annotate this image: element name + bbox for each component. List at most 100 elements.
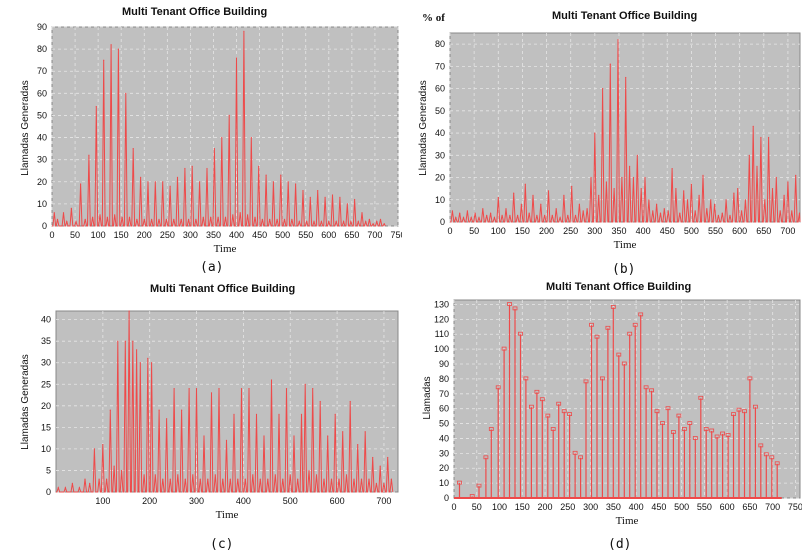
x-tick-label: 600 (720, 502, 735, 512)
y-axis-label: Llamadas Generadas (20, 80, 31, 176)
bar-cap (556, 401, 562, 406)
data-point (217, 216, 219, 218)
bar-cap (529, 404, 534, 409)
x-tick-label: 650 (344, 230, 359, 240)
data-point (791, 210, 793, 212)
data-point (505, 208, 507, 210)
y-tick-label: 80 (435, 39, 445, 49)
chart-panel-a: Multi Tenant Office Building 0 10 20 30 40 50… (0, 0, 402, 278)
y-tick-label: 60 (37, 88, 47, 98)
y-tick-label: 0 (444, 493, 449, 503)
bar-cap (550, 427, 556, 431)
y-tick-label: 90 (37, 22, 47, 32)
y-tick-label: 30 (41, 358, 51, 368)
data-point (775, 176, 777, 179)
data-point (686, 199, 689, 201)
x-tick-label: 200 (142, 496, 157, 506)
x-tick-label: 250 (563, 226, 578, 236)
chart-panel-b: % of Multi Tenant Office Building 0 10 20 3… (402, 0, 802, 278)
x-tick-label: 100 (492, 502, 507, 512)
y-tick-label: 40 (41, 315, 51, 325)
data-point (140, 176, 142, 178)
data-point (184, 478, 186, 480)
bar-cap (643, 385, 649, 390)
bar-cap (769, 455, 775, 460)
bar-cap (476, 483, 482, 488)
data-point (199, 181, 201, 183)
data-point (117, 48, 119, 50)
data-point (613, 188, 615, 190)
data-point (295, 183, 297, 185)
data-point (387, 456, 389, 459)
data-point (702, 174, 704, 176)
x-tick-label: 400 (636, 226, 651, 236)
data-point (272, 181, 274, 183)
data-point (486, 214, 488, 216)
bar-cap (670, 430, 676, 434)
data-point (173, 388, 175, 390)
x-tick-label: 550 (708, 226, 723, 236)
y-tick-label: 0 (46, 487, 51, 497)
x-tick-label: 550 (697, 502, 712, 512)
bar-cap (731, 412, 736, 417)
data-point (263, 435, 265, 437)
bar-cap (457, 480, 462, 485)
y-tick-label: 30 (439, 448, 449, 458)
bar-cap (518, 331, 523, 336)
data-point (184, 167, 186, 170)
y-tick-label: 0 (440, 217, 445, 227)
data-point (176, 176, 179, 178)
data-point (706, 208, 708, 210)
bar-cap (747, 376, 753, 381)
bar-cap (698, 395, 704, 400)
y-tick-label: 50 (439, 419, 449, 429)
x-tick-label: 600 (321, 230, 336, 240)
data-point (158, 218, 160, 220)
data-point (225, 439, 228, 441)
data-point (567, 214, 569, 216)
bar-cap (599, 376, 605, 381)
y-tick-label: 20 (439, 463, 449, 473)
data-point (459, 212, 461, 214)
data-point (261, 218, 263, 220)
data-point (158, 409, 160, 411)
data-point (509, 214, 511, 216)
y-tick-label: 50 (37, 110, 47, 120)
data-point (291, 218, 293, 220)
data-point (306, 221, 308, 223)
data-point (121, 469, 123, 472)
data-point (136, 218, 138, 220)
data-point (748, 154, 750, 156)
data-point (648, 199, 650, 201)
data-point (195, 388, 198, 390)
data-point (578, 203, 580, 205)
data-point (151, 362, 153, 364)
data-point (128, 216, 131, 218)
x-axis-label: Time (614, 239, 637, 251)
data-point (239, 212, 241, 214)
bar-cap (567, 412, 573, 417)
data-point (192, 474, 194, 476)
caption-a: (a) (200, 260, 224, 275)
data-point (169, 478, 171, 480)
data-point (501, 214, 503, 216)
data-point (177, 474, 179, 476)
y-tick-label: 60 (439, 404, 449, 414)
data-point (180, 218, 182, 220)
data-point (466, 210, 468, 212)
data-point (335, 221, 337, 223)
x-tick-label: 750 (390, 230, 402, 240)
x-tick-label: 50 (469, 226, 479, 236)
bar-cap (681, 427, 687, 431)
data-point (265, 174, 267, 176)
y-tick-label: 20 (37, 177, 47, 187)
data-point (235, 57, 238, 59)
data-point (274, 474, 276, 476)
data-point (365, 221, 367, 223)
bar-cap (572, 450, 578, 455)
x-tick-label: 0 (451, 502, 456, 512)
bar-cap (774, 461, 780, 466)
data-point (721, 212, 723, 214)
bar-cap (501, 346, 507, 351)
y-tick-label: 70 (37, 66, 47, 76)
